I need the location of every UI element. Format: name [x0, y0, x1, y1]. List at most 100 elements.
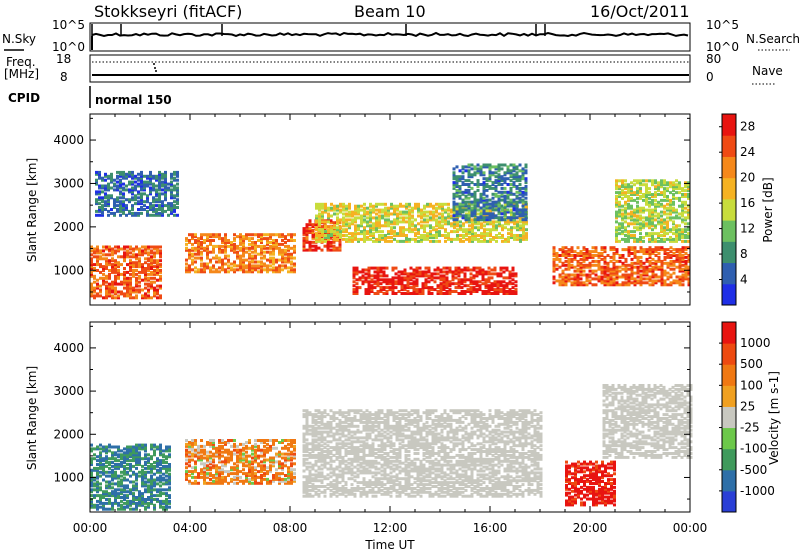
echo-cell — [471, 234, 474, 237]
echo-cell — [567, 263, 571, 267]
echo-cell — [382, 278, 386, 282]
echo-cell — [393, 232, 396, 236]
echo-cell — [597, 255, 601, 259]
echo-cell — [390, 230, 393, 234]
echo-cell — [663, 218, 666, 222]
echo-cell — [396, 222, 399, 226]
echo-cell — [164, 190, 167, 194]
freq-tick-bottom: 8 — [60, 70, 68, 84]
echo-cell — [648, 212, 651, 216]
echo-cell — [417, 206, 420, 210]
echo-cell — [209, 250, 212, 254]
echo-cell — [615, 281, 619, 285]
echo-cell — [504, 237, 507, 241]
echo-cell — [230, 246, 233, 250]
echo-cell — [579, 265, 583, 269]
echo-cell — [579, 269, 583, 273]
echo-cell — [399, 216, 402, 220]
echo-cell — [102, 245, 105, 249]
echo-cell — [660, 210, 663, 214]
echo-cell — [140, 176, 143, 180]
echo-cell — [345, 220, 348, 224]
echo-cell — [373, 276, 377, 280]
echo-cell — [657, 239, 660, 243]
echo-cell — [430, 286, 434, 290]
echo-cell — [642, 236, 645, 239]
echo-cell — [129, 449, 132, 453]
echo-cell — [384, 224, 387, 228]
echo-cell — [485, 198, 489, 202]
echo-cell — [452, 181, 456, 185]
echo-cell — [99, 263, 102, 267]
echo-cell — [415, 272, 419, 276]
echo-cell — [618, 283, 622, 287]
echo-cell — [209, 268, 212, 272]
echo-cell — [351, 237, 354, 241]
echo-cell — [96, 490, 99, 494]
echo-cell — [107, 174, 110, 178]
echo-cell — [588, 281, 592, 285]
echo-cell — [476, 171, 480, 175]
echo-cell — [654, 237, 657, 241]
echo-cell — [506, 202, 510, 206]
echo-cell — [415, 280, 419, 284]
echo-cell — [233, 268, 236, 272]
echo-cell — [498, 222, 501, 226]
echo-cell — [272, 242, 275, 246]
echo-cell — [402, 239, 405, 243]
echo-cell — [135, 501, 138, 505]
echo-cell — [493, 272, 497, 276]
echo-cell — [451, 290, 455, 293]
echo-cell — [170, 188, 173, 192]
echo-cell — [357, 239, 360, 243]
echo-cell — [375, 226, 378, 230]
echo-cell — [126, 503, 129, 507]
echo-cell — [266, 241, 269, 244]
echo-cell — [95, 170, 98, 174]
echo-cell — [111, 474, 114, 478]
echo-cell — [143, 208, 146, 211]
echo-cell — [161, 209, 164, 213]
echo-cell — [424, 266, 428, 270]
echo-cell — [162, 499, 165, 503]
echo-cell — [101, 198, 104, 202]
echo-cell — [494, 165, 498, 169]
echo-cell — [242, 242, 245, 246]
echo-cell — [651, 220, 654, 224]
echo-cell — [116, 209, 119, 213]
echo-cell — [242, 246, 245, 250]
echo-cell — [218, 250, 221, 254]
echo-cell — [669, 261, 673, 265]
echo-cell — [666, 255, 670, 259]
echo-cell — [483, 220, 486, 224]
echo-cell — [576, 261, 580, 265]
echo-cell — [236, 235, 239, 239]
echo-cell — [159, 476, 162, 480]
echo-cell — [117, 245, 120, 249]
echo-cell — [660, 179, 663, 183]
echo-cell — [672, 239, 675, 243]
echo-cell — [156, 272, 159, 276]
echo-cell — [117, 463, 120, 466]
echo-cell — [305, 232, 309, 236]
echo-cell — [375, 204, 378, 208]
echo-cell — [302, 246, 306, 250]
echo-cell — [633, 191, 636, 195]
echo-cell — [391, 288, 395, 292]
echo-cell — [156, 292, 159, 296]
echo-cell — [624, 239, 627, 243]
echo-cell — [156, 265, 159, 269]
echo-cell — [200, 235, 203, 239]
echo-cell — [453, 210, 456, 214]
echo-cell — [461, 167, 465, 171]
echo-cell — [463, 268, 467, 272]
echo-cell — [651, 281, 655, 285]
echo-cell — [408, 208, 411, 212]
echo-cell — [488, 167, 492, 171]
echo-cell — [471, 220, 474, 224]
echo-cell — [615, 187, 618, 191]
echo-cell — [603, 265, 607, 269]
echo-cell — [117, 274, 120, 278]
echo-cell — [321, 214, 324, 218]
echo-cell — [600, 246, 604, 250]
